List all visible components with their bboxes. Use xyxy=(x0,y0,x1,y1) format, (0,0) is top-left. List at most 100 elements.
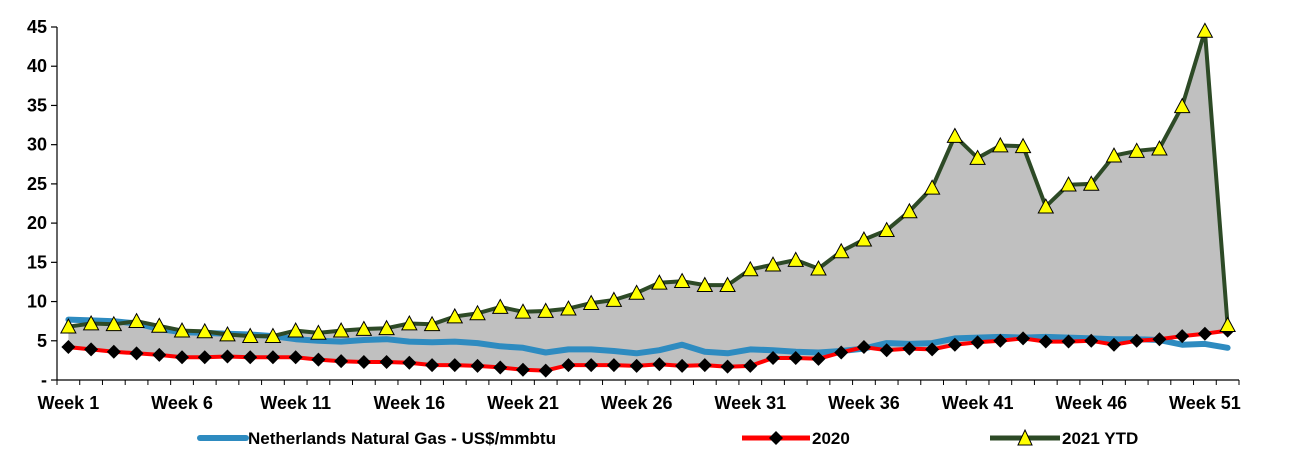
point-2020 xyxy=(584,358,599,373)
point-2021-ytd xyxy=(719,276,736,292)
legend-label-netherlands-gas: Netherlands Natural Gas - US$/mmbtu xyxy=(248,429,556,448)
legend: Netherlands Natural Gas - US$/mmbtu 2020… xyxy=(197,428,1138,448)
x-tick-label: Week 41 xyxy=(942,393,1014,413)
x-tick-label: Week 1 xyxy=(38,393,100,413)
point-2020 xyxy=(561,358,576,373)
point-2021-ytd xyxy=(673,272,691,289)
point-2021-ytd xyxy=(1219,316,1236,332)
point-2021-ytd xyxy=(514,303,532,319)
legend-label-2020: 2020 xyxy=(812,429,850,448)
point-2020 xyxy=(515,362,530,377)
y-tick-label: - xyxy=(41,370,47,390)
series-line-2021-ytd xyxy=(68,28,1230,339)
point-2020 xyxy=(425,358,440,373)
point-2020 xyxy=(1061,334,1076,349)
point-2020 xyxy=(175,350,190,365)
point-2020 xyxy=(220,349,235,364)
y-tick-label: 20 xyxy=(27,213,47,233)
point-2020 xyxy=(856,340,871,355)
point-2020 xyxy=(902,341,917,356)
point-2021-ytd xyxy=(150,317,168,333)
point-2021-ytd xyxy=(923,179,941,195)
point-2021-ytd xyxy=(82,314,100,331)
legend-item-2021-ytd: 2021 YTD xyxy=(990,428,1138,448)
point-2021-ytd xyxy=(946,127,964,143)
point-2021-ytd xyxy=(810,260,827,276)
point-2020 xyxy=(788,351,803,366)
point-2021-ytd xyxy=(1128,142,1146,158)
spread-area xyxy=(68,30,1228,371)
point-2021-ytd xyxy=(264,327,282,343)
x-tick-label: Week 51 xyxy=(1169,393,1241,413)
point-2021-ytd xyxy=(1014,137,1032,154)
point-2021-ytd xyxy=(832,242,850,259)
point-2021-ytd xyxy=(196,322,214,339)
point-2020 xyxy=(356,354,371,369)
point-2021-ytd xyxy=(219,325,236,342)
point-2021-ytd xyxy=(628,284,645,300)
point-2020 xyxy=(947,337,962,352)
point-2021-ytd xyxy=(310,324,327,340)
point-2021-ytd xyxy=(60,318,77,334)
point-2020 xyxy=(743,358,758,373)
point-2020 xyxy=(879,343,894,358)
point-2020 xyxy=(243,350,258,365)
point-2020 xyxy=(152,347,167,362)
point-2021-ytd xyxy=(787,251,805,267)
y-tick-label: 45 xyxy=(27,17,47,37)
legend-diamond-marker-icon xyxy=(769,431,783,445)
x-tick-label: Week 31 xyxy=(714,393,786,413)
point-2021-ytd xyxy=(400,314,418,331)
point-2021-ytd xyxy=(1105,147,1123,163)
point-2020 xyxy=(970,335,985,350)
x-tick-label: Week 26 xyxy=(601,393,673,413)
point-2021-ytd xyxy=(105,315,123,332)
point-2020 xyxy=(470,358,485,373)
point-2021-ytd xyxy=(1151,140,1168,156)
y-tick-label: 25 xyxy=(27,174,47,194)
point-2020 xyxy=(288,350,303,365)
point-2021-ytd xyxy=(355,320,373,336)
point-2021-ytd xyxy=(1037,198,1055,214)
point-2021-ytd xyxy=(605,291,623,307)
point-2021-ytd xyxy=(1173,97,1191,114)
point-2021-ytd xyxy=(901,202,918,219)
point-2021-ytd xyxy=(446,307,464,324)
point-2020 xyxy=(1038,334,1053,349)
point-2021-ytd xyxy=(1060,176,1077,192)
point-2021-ytd xyxy=(332,322,350,338)
point-2021-ytd xyxy=(991,136,1009,153)
point-2020 xyxy=(766,351,781,366)
point-2020 xyxy=(1016,331,1031,346)
point-2021-ytd xyxy=(423,315,441,332)
series-markers xyxy=(60,22,1236,378)
point-2020 xyxy=(811,351,826,366)
axes: - 5 10 15 20 25 30 35 40 45 Week 1 Week 6 Week 11 Wee… xyxy=(27,17,1241,413)
point-2021-ytd xyxy=(287,322,305,338)
point-2020 xyxy=(697,358,712,373)
point-2021-ytd xyxy=(241,327,259,343)
point-2020 xyxy=(720,359,735,374)
series-lines xyxy=(65,28,1231,373)
x-tick-label: Week 21 xyxy=(487,393,559,413)
x-tick-label: Week 11 xyxy=(260,393,331,413)
y-tick-label: 30 xyxy=(27,135,47,155)
x-tick-label: Week 46 xyxy=(1055,393,1127,413)
y-tick-label: 15 xyxy=(27,252,47,272)
point-2020 xyxy=(925,342,940,357)
point-2021-ytd xyxy=(560,300,577,316)
legend-triangle-marker-icon xyxy=(1017,428,1033,446)
point-2020 xyxy=(652,357,667,372)
point-2020 xyxy=(1197,326,1212,341)
x-tick-label: Week 16 xyxy=(373,393,445,413)
point-2021-ytd xyxy=(969,149,986,165)
point-2021-ytd xyxy=(1082,175,1100,191)
point-2020 xyxy=(1084,333,1099,348)
point-2020 xyxy=(1175,329,1190,344)
point-2020 xyxy=(447,358,462,373)
x-tick-label: Week 6 xyxy=(151,393,213,413)
legend-item-netherlands-gas: Netherlands Natural Gas - US$/mmbtu xyxy=(197,429,556,448)
point-2020 xyxy=(629,358,644,373)
point-2020 xyxy=(538,363,553,378)
